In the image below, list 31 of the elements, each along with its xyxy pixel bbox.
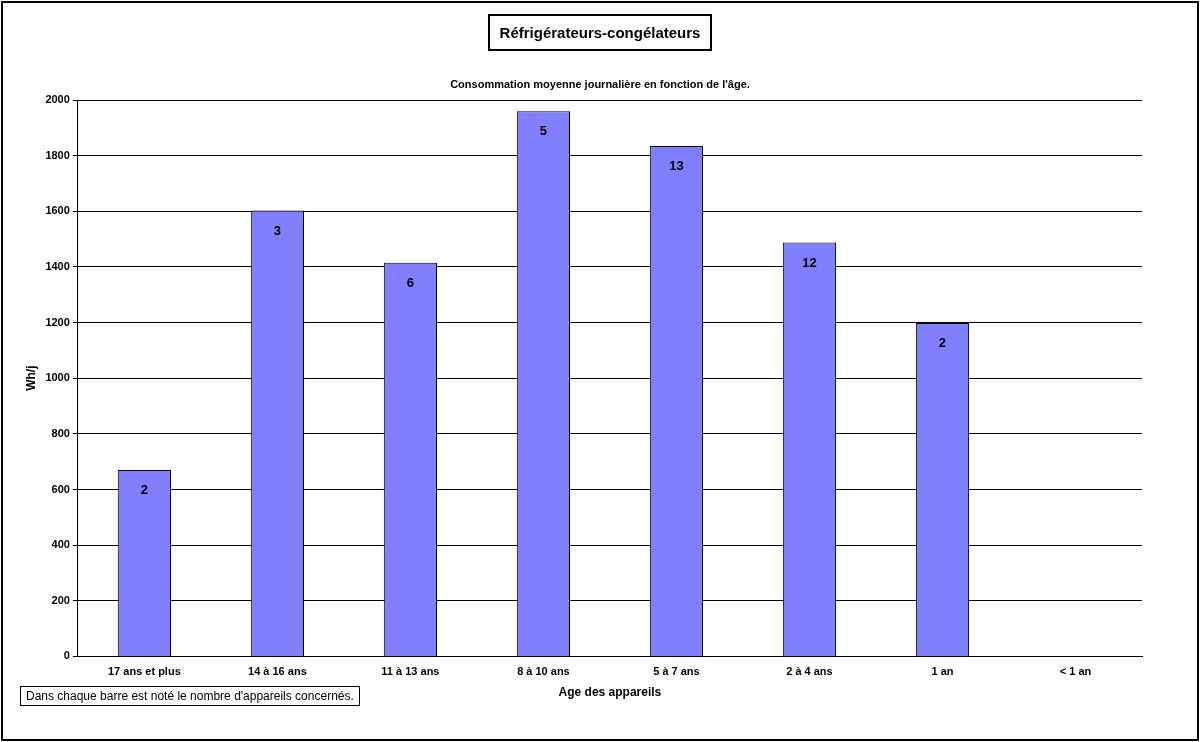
y-tick-label: 1600 <box>45 204 70 217</box>
y-tick-label: 1000 <box>45 371 70 384</box>
x-axis-title: Age des appareils <box>558 685 662 700</box>
text: Dans chaque barre est noté le nombre d'appareils concernés. <box>20 686 360 706</box>
annotation: 12 <box>802 254 817 270</box>
x-tick-label: 11 à 13 ans <box>381 665 440 678</box>
y-tick-label: 400 <box>51 538 70 551</box>
y-tick-label: 2000 <box>45 93 70 106</box>
annotation: 6 <box>406 274 415 290</box>
chart-title: Réfrigérateurs-congélateurs <box>487 14 713 51</box>
y-tick-label: 1400 <box>45 259 70 272</box>
x-tick-label: 14 à 16 ans <box>248 665 307 678</box>
y-tick-label: 1200 <box>45 315 70 328</box>
y-tick-label: 1800 <box>45 148 70 161</box>
annotation: 5 <box>539 123 548 139</box>
y-axis-title: Wh/j <box>23 365 38 391</box>
x-tick-label: 2 à 4 ans <box>786 665 833 678</box>
y-tick-label: 800 <box>51 426 70 439</box>
chart-subtitle: Consommation moyenne journalière en fonction de l'âge. <box>449 78 751 90</box>
annotation: 13 <box>669 157 684 173</box>
x-tick-label: 1 an <box>931 665 954 678</box>
annotation: 2 <box>938 335 947 351</box>
y-tick-label: 0 <box>63 649 70 662</box>
y-tick-label: 200 <box>51 593 70 606</box>
annotation: 2 <box>140 482 148 498</box>
y-tick-label: 600 <box>51 482 70 495</box>
x-tick-label: < 1 an <box>1059 665 1092 678</box>
x-tick-label: 5 à 7 ans <box>653 665 700 678</box>
annotation: 3 <box>273 222 282 238</box>
x-tick-label: 17 ans et plus <box>108 665 181 678</box>
x-tick-label: 8 à 10 ans <box>517 665 570 678</box>
